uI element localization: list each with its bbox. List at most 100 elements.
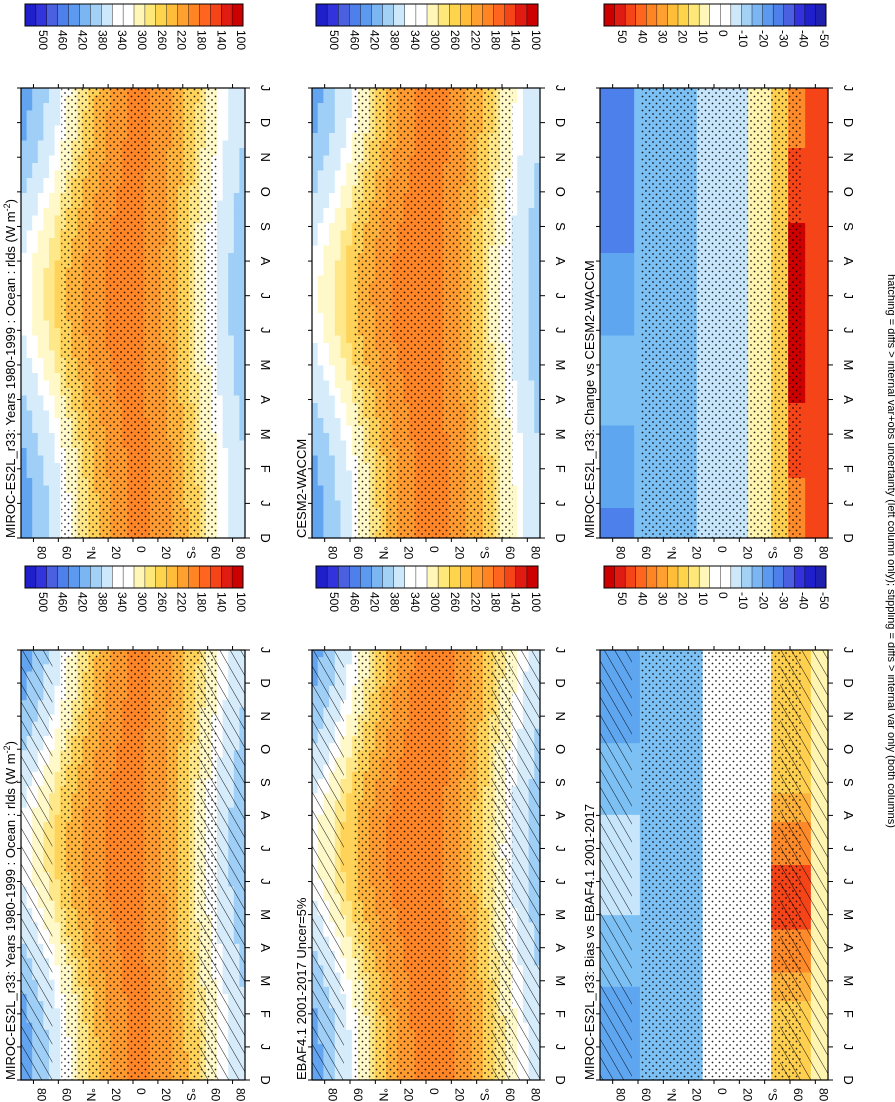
heatmap-cell	[54, 900, 61, 909]
heatmap-cell	[54, 943, 61, 952]
lat-tick-label: °S	[184, 1088, 198, 1101]
heatmap-cell	[346, 915, 353, 923]
time-tick-label: S	[258, 778, 273, 787]
colorbar-swatch	[360, 565, 372, 589]
colorbar-swatch	[144, 565, 157, 589]
colorbar-tick-label: 180	[194, 592, 208, 612]
panel-title-main: EBAF4.1 2001-2017 Uncer=5%	[294, 897, 309, 1080]
colorbar-tick-label: 340	[115, 592, 129, 612]
heatmap-cell	[54, 693, 61, 701]
time-tick-label: A	[553, 811, 568, 820]
heatmap-cell	[346, 908, 353, 916]
heatmap-cell	[54, 1037, 61, 1045]
heatmap-cell	[54, 743, 61, 751]
lat-tick-label: 60	[59, 1088, 73, 1102]
lat-tick-label: 60	[503, 1088, 517, 1102]
heatmap-cell	[346, 879, 353, 888]
heatmap-cell	[54, 1044, 61, 1052]
colorbar-swatch	[68, 565, 80, 589]
hatching-overlay	[21, 650, 53, 1080]
heatmap-cell	[54, 915, 61, 923]
lat-tick-label: 20	[452, 1088, 466, 1102]
heatmap-cell	[346, 1065, 353, 1074]
colorbar-tick-label: 500	[36, 592, 50, 612]
heatmap-cell	[346, 872, 353, 880]
heatmap-cell	[346, 865, 353, 873]
heatmap-cell	[346, 800, 353, 809]
colorbar-swatch	[371, 565, 384, 589]
heatmap-cell	[54, 1072, 61, 1081]
time-tick-label: A	[258, 811, 273, 820]
lat-tick-label: 80	[234, 1088, 248, 1102]
heatmap-cell	[346, 1022, 353, 1031]
colorbar: 500 460 420 380 340 300 260 220 180 140 100	[315, 565, 543, 612]
heatmap-cell	[54, 986, 61, 995]
time-tick-label: A	[553, 943, 568, 952]
lat-tick-label: 0	[427, 1088, 441, 1095]
heatmap-cell	[54, 800, 61, 809]
lat-tick-label: 0	[134, 1088, 148, 1095]
heatmap-cell	[346, 1037, 353, 1045]
heatmap-cell	[54, 836, 61, 845]
colorbar-swatch	[166, 565, 179, 589]
heatmap-cell	[346, 994, 353, 1002]
heatmap-cell	[346, 1072, 353, 1081]
heatmap-cell	[54, 664, 61, 673]
stippling-overlay	[61, 650, 219, 1080]
colorbar-swatch	[133, 565, 146, 589]
heatmap-cell	[54, 857, 61, 866]
colorbar-swatch	[338, 565, 350, 589]
heatmap-cell	[346, 893, 353, 902]
heatmap-cell	[346, 671, 353, 680]
heatmap-cell	[54, 714, 61, 723]
time-tick-label: M	[258, 909, 273, 920]
colorbar-swatch	[57, 565, 70, 589]
heatmap-cell	[54, 936, 61, 945]
colorbar-tick-label: 420	[76, 592, 90, 612]
heatmap-cell	[54, 951, 61, 959]
lat-tick-label: 80	[34, 1088, 48, 1102]
panel-title: MIROC-ES2L_r33: Years 1980-1999 : Ocean …	[2, 741, 18, 1080]
heatmap-cell	[54, 707, 61, 716]
heatmap-cell	[54, 721, 61, 730]
time-tick-label: M	[258, 975, 273, 986]
colorbar-tick-label: 380	[95, 592, 109, 612]
heatmap-cell	[54, 972, 61, 981]
time-tick-label: O	[258, 744, 273, 754]
heatmap-cell	[346, 814, 353, 823]
heatmap-cell	[346, 1015, 353, 1024]
heatmap-cell	[346, 764, 353, 773]
heatmap-cell	[54, 822, 61, 830]
lat-tick-label: 20	[109, 1088, 123, 1102]
heatmap-cell	[346, 650, 353, 658]
time-tick-label: D	[553, 1075, 568, 1084]
time-tick-label: D	[258, 1075, 273, 1084]
colorbar-tick-label: 300	[135, 592, 149, 612]
heatmap-cell	[346, 771, 353, 780]
lat-tick-label: 20	[159, 1088, 173, 1102]
time-tick-label: J	[258, 878, 273, 885]
hatching-overlay	[312, 650, 344, 1080]
colorbar: 500 460 420 380 340 300 260 220 180 140 100	[24, 565, 248, 612]
lat-tick-label: °S	[478, 1088, 492, 1101]
heatmap-cell	[346, 678, 353, 687]
colorbar-swatch	[46, 565, 59, 589]
panel-title-main: MIROC-ES2L_r33: Years 1980-1999 : Ocean …	[3, 753, 18, 1080]
heatmap-cell	[54, 865, 61, 873]
heatmap-cell	[54, 650, 61, 658]
heatmap-cell	[346, 843, 353, 852]
heatmap-cell	[346, 986, 353, 995]
heatmap-cell	[54, 757, 61, 766]
heatmap-cell	[346, 936, 353, 945]
time-tick-label: J	[553, 1044, 568, 1051]
heatmap-cell	[54, 657, 61, 665]
heatmap-cell	[54, 879, 61, 888]
heatmap-cell	[346, 979, 353, 988]
time-tick-label: N	[553, 711, 568, 720]
lat-tick-label: 80	[528, 1088, 542, 1102]
time-tick-label: M	[553, 975, 568, 986]
colorbar-tick-label: 460	[56, 592, 70, 612]
heatmap-cell	[346, 1029, 353, 1038]
heatmap-cell	[54, 685, 61, 694]
